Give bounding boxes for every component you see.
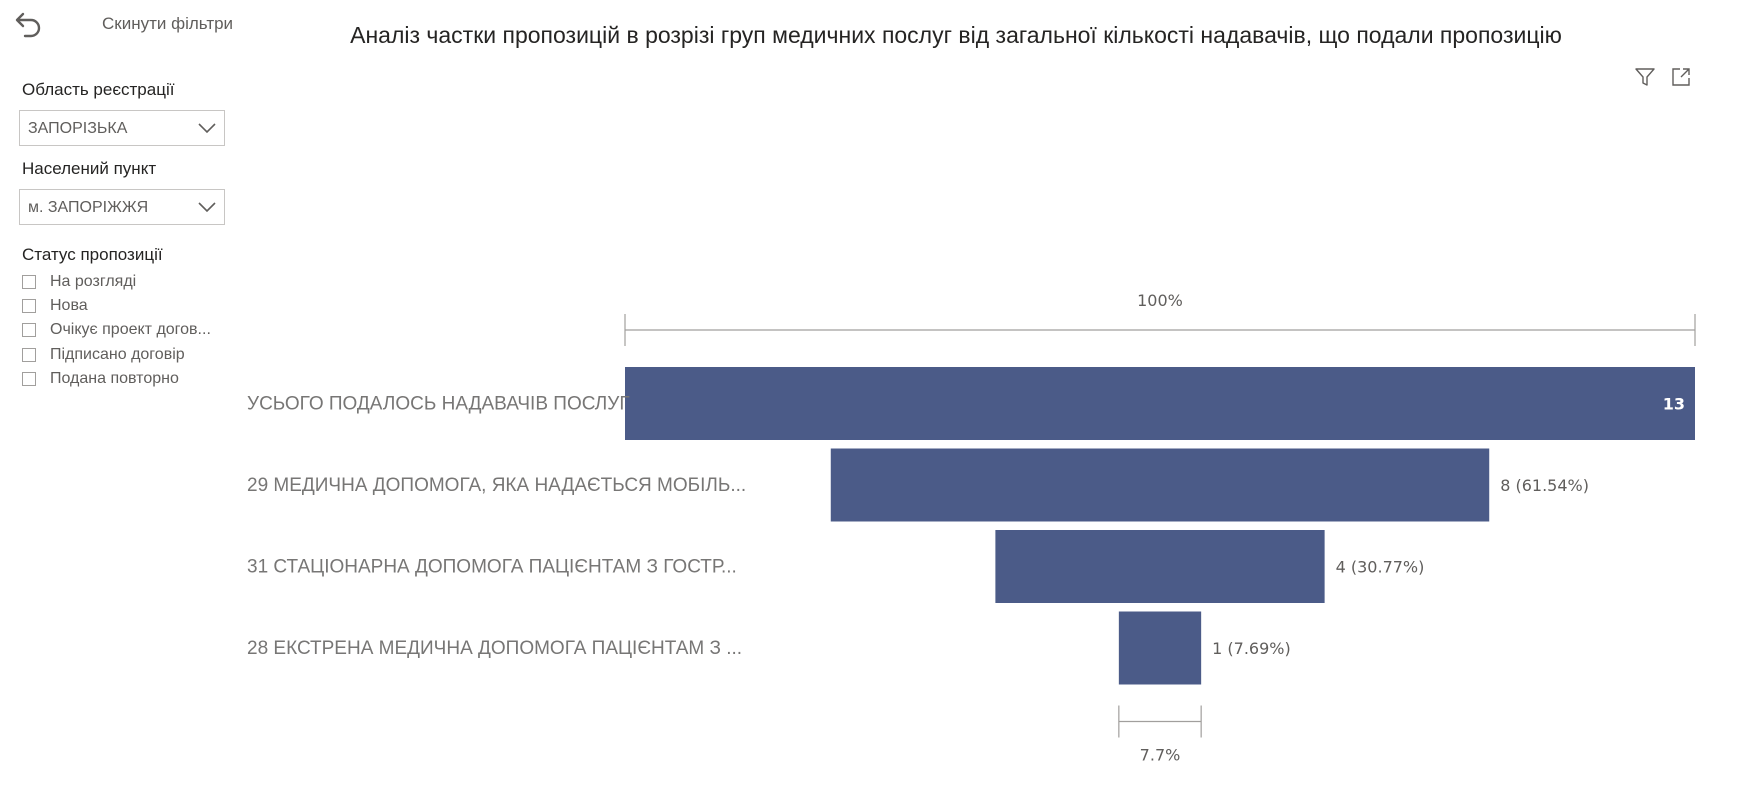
funnel-bar	[625, 367, 1695, 440]
funnel-bar	[995, 530, 1325, 603]
status-option-label: Підписано договір	[50, 346, 185, 363]
status-option-label: Очікує проект догов...	[50, 321, 211, 338]
status-slicer-title: Статус пропозиції	[22, 245, 163, 264]
chevron-down-icon	[198, 123, 216, 134]
chart-title: Аналіз частки пропозицій в розрізі груп …	[350, 22, 1562, 48]
region-dropdown-value: ЗАПОРІЗЬКА	[28, 120, 128, 137]
funnel-bar	[830, 448, 1490, 522]
settlement-dropdown-value: м. ЗАПОРІЖЖЯ	[28, 199, 149, 216]
funnel-bar	[1118, 611, 1202, 685]
bottom-percent-label: 7.7%	[1140, 746, 1181, 765]
settlement-dropdown[interactable]: м. ЗАПОРІЖЖЯ	[19, 189, 225, 225]
category-label: 29 МЕДИЧНА ДОПОМОГА, ЯКА НАДАЄТЬСЯ МОБІЛ…	[247, 475, 746, 496]
category-label: 31 СТАЦІОНАРНА ДОПОМОГА ПАЦІЄНТАМ З ГОСТ…	[247, 557, 737, 578]
category-label: УСЬОГО ПОДАЛОСЬ НАДАВАЧІВ ПОСЛУГ	[247, 394, 630, 415]
back-icon[interactable]	[14, 8, 44, 38]
region-dropdown[interactable]: ЗАПОРІЗЬКА	[19, 110, 225, 146]
top-percent-label: 100%	[1137, 291, 1183, 310]
settlement-slicer-title: Населений пункт	[22, 159, 157, 178]
focus-mode-icon[interactable]	[1670, 66, 1692, 88]
status-option-label: Подана повторно	[50, 370, 179, 387]
checkbox[interactable]	[22, 299, 36, 313]
filter-icon[interactable]	[1634, 66, 1656, 88]
checkbox[interactable]	[22, 372, 36, 386]
checkbox[interactable]	[22, 323, 36, 337]
chevron-down-icon	[198, 202, 216, 213]
data-label: 1 (7.69%)	[1212, 639, 1291, 658]
checkbox[interactable]	[22, 348, 36, 362]
category-label: 28 ЕКСТРЕНА МЕДИЧНА ДОПОМОГА ПАЦІЄНТАМ З…	[247, 638, 742, 659]
reset-filters-button[interactable]: Скинути фільтри	[102, 14, 234, 33]
region-slicer-title: Область реєстрації	[22, 80, 175, 99]
data-label: 8 (61.54%)	[1500, 476, 1589, 495]
checkbox[interactable]	[22, 275, 36, 289]
data-label: 13	[1663, 395, 1685, 414]
data-label: 4 (30.77%)	[1336, 558, 1425, 577]
status-option-label: На розгляді	[50, 273, 137, 290]
status-option-label: Нова	[50, 297, 88, 314]
